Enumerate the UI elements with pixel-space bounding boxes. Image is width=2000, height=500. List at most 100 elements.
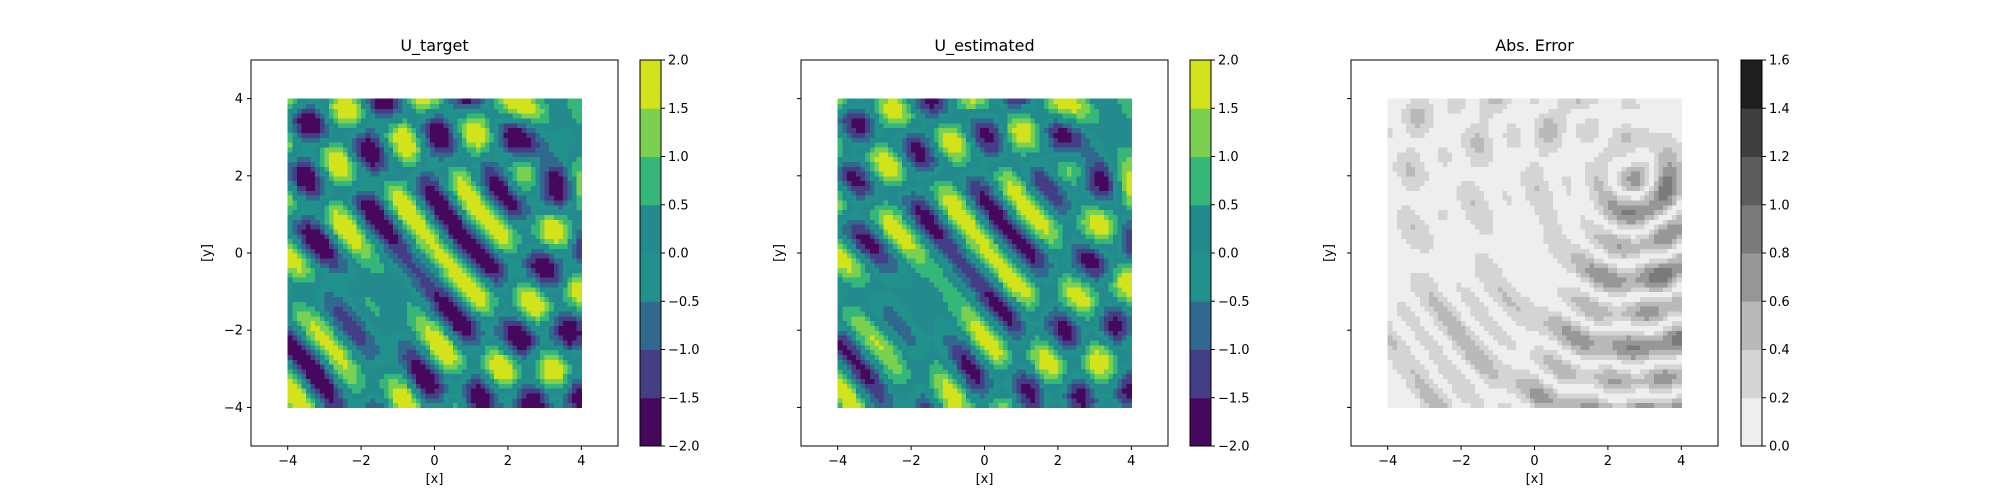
contour-cell bbox=[856, 248, 862, 254]
contour-cell bbox=[567, 142, 573, 148]
contour-cell bbox=[512, 320, 518, 326]
contour-cell bbox=[869, 363, 875, 370]
contour-cell bbox=[416, 127, 422, 133]
contour-cell bbox=[865, 156, 871, 162]
contour-cell bbox=[434, 103, 440, 109]
contour-cell bbox=[315, 339, 321, 346]
contour-cell bbox=[572, 214, 578, 220]
contour-cell bbox=[558, 117, 564, 124]
contour-cell bbox=[452, 156, 459, 162]
contour-cell bbox=[562, 301, 569, 307]
contour-cell bbox=[388, 301, 394, 307]
contour-cell bbox=[443, 373, 449, 380]
contour-cell bbox=[549, 344, 555, 351]
contour-cell bbox=[439, 344, 445, 351]
contour-cell bbox=[471, 98, 477, 105]
contour-cell bbox=[851, 267, 857, 273]
contour-cell bbox=[287, 310, 293, 317]
contour-cell bbox=[883, 354, 889, 360]
contour-cell bbox=[310, 349, 316, 355]
contour-cell bbox=[434, 170, 440, 177]
contour-cell bbox=[837, 117, 843, 124]
contour-cell bbox=[567, 219, 573, 225]
contour-cell bbox=[860, 339, 866, 346]
contour-cell bbox=[328, 233, 335, 240]
contour-cell bbox=[384, 373, 390, 380]
contour-cell bbox=[888, 344, 894, 351]
contour-cell bbox=[512, 127, 518, 133]
contour-cell bbox=[416, 286, 422, 293]
contour-cell bbox=[370, 291, 376, 298]
contour-cell bbox=[475, 262, 481, 269]
contour-cell bbox=[365, 306, 371, 312]
contour-cell bbox=[521, 378, 527, 384]
contour-cell bbox=[567, 151, 573, 158]
contour-cell bbox=[351, 137, 358, 143]
contour-cell bbox=[480, 306, 486, 312]
contour-cell bbox=[384, 228, 390, 235]
contour-cell bbox=[462, 320, 468, 326]
contour-cell bbox=[475, 233, 481, 240]
contour-cell bbox=[296, 199, 303, 206]
contour-cell bbox=[544, 190, 550, 196]
contour-cell bbox=[480, 267, 486, 273]
contour-cell bbox=[562, 151, 569, 158]
contour-cell bbox=[443, 301, 449, 307]
contour-cell bbox=[888, 378, 894, 384]
contour-cell bbox=[361, 224, 367, 230]
contour-cell bbox=[287, 253, 293, 259]
contour-cell bbox=[530, 103, 537, 109]
contour-cell bbox=[846, 397, 853, 404]
contour-cell bbox=[837, 113, 843, 119]
contour-cell bbox=[572, 397, 578, 404]
contour-cell bbox=[475, 320, 481, 326]
contour-cell bbox=[319, 272, 325, 278]
contour-cell bbox=[888, 325, 894, 331]
contour-cell bbox=[489, 363, 495, 370]
contour-cell bbox=[558, 335, 564, 341]
contour-cell bbox=[466, 402, 472, 408]
contour-cell bbox=[530, 137, 537, 143]
contour-cell bbox=[402, 281, 408, 288]
contour-cell bbox=[517, 146, 523, 153]
contour-cell bbox=[439, 132, 445, 138]
contour-cell bbox=[860, 296, 866, 302]
contour-cell bbox=[544, 108, 550, 114]
contour-cell bbox=[292, 108, 298, 114]
contour-cell bbox=[374, 238, 381, 244]
contour-cell bbox=[351, 344, 358, 351]
contour-cell bbox=[471, 180, 477, 187]
contour-cell bbox=[517, 281, 523, 288]
contour-cell bbox=[553, 132, 559, 138]
contour-cell bbox=[306, 306, 312, 312]
contour-cell bbox=[507, 228, 514, 235]
contour-cell bbox=[892, 325, 898, 331]
contour-cell bbox=[567, 315, 573, 322]
contour-cell bbox=[540, 238, 546, 244]
contour-cell bbox=[507, 108, 514, 114]
contour-cell bbox=[287, 166, 293, 172]
contour-cell bbox=[443, 137, 449, 143]
contour-cell bbox=[526, 306, 532, 312]
contour-cell bbox=[425, 243, 431, 249]
contour-cell bbox=[347, 243, 353, 249]
contour-cell bbox=[846, 301, 853, 307]
contour-cell bbox=[475, 151, 481, 158]
contour-cell bbox=[842, 392, 848, 399]
contour-cell bbox=[526, 262, 532, 269]
contour-cell bbox=[296, 166, 303, 172]
contour-cell bbox=[361, 368, 367, 375]
contour-cell bbox=[397, 397, 403, 404]
contour-cell bbox=[333, 175, 339, 182]
contour-cell bbox=[324, 310, 330, 317]
contour-cell bbox=[837, 262, 843, 269]
contour-cell bbox=[361, 195, 367, 201]
contour-cell bbox=[846, 402, 853, 408]
contour-cell bbox=[484, 310, 491, 317]
contour-cell bbox=[333, 238, 339, 244]
contour-cell bbox=[374, 397, 381, 404]
contour-cell bbox=[443, 117, 449, 124]
contour-cell bbox=[544, 296, 550, 302]
contour-cell bbox=[530, 301, 537, 307]
contour-cell bbox=[411, 219, 417, 225]
